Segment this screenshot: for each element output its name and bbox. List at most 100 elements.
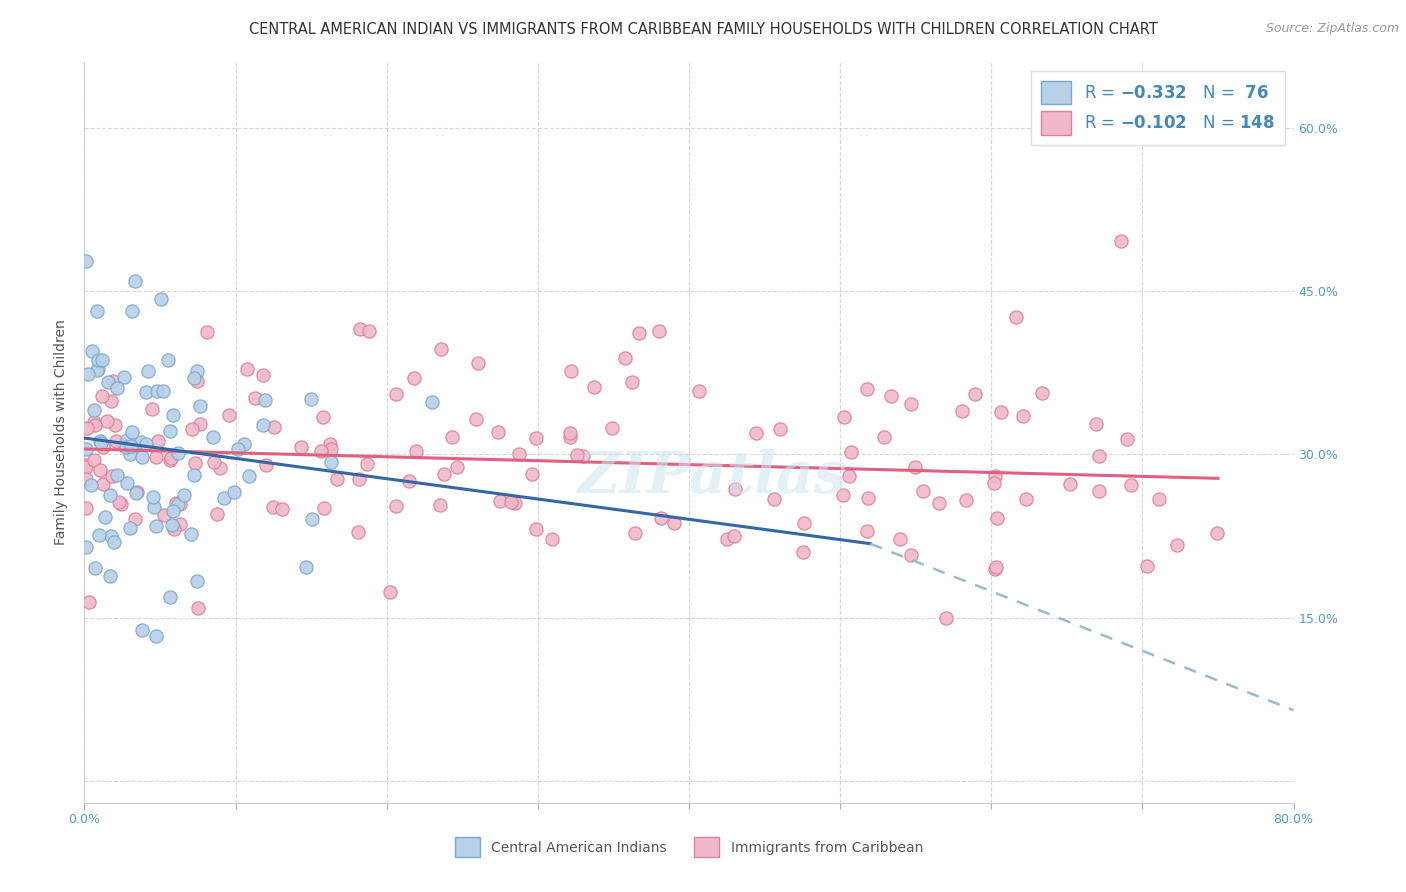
Point: [214, 491, 236, 505]
Point: [160, 518, 183, 533]
Point: [745, 425, 768, 440]
Point: [145, 518, 167, 533]
Point: [716, 533, 738, 547]
Point: [613, 351, 636, 366]
Point: [325, 472, 347, 486]
Point: [912, 484, 935, 499]
Point: [87, 528, 110, 542]
Point: [889, 533, 911, 547]
Point: [688, 384, 710, 398]
Point: [186, 574, 208, 588]
Point: [356, 458, 378, 472]
Point: [486, 425, 509, 440]
Point: [464, 412, 486, 426]
Point: [195, 325, 218, 339]
Point: [90, 352, 112, 367]
Point: [101, 468, 124, 483]
Point: [1136, 559, 1159, 574]
Point: [148, 434, 170, 449]
Point: [254, 458, 277, 472]
Legend: Central American Indians, Immigrants from Caribbean: Central American Indians, Immigrants fro…: [450, 831, 928, 863]
Point: [150, 293, 173, 307]
Point: [856, 491, 879, 505]
Point: [190, 417, 212, 431]
Point: [124, 512, 146, 526]
Point: [75, 471, 97, 485]
Point: [252, 417, 274, 432]
Point: [145, 450, 167, 464]
Point: [312, 410, 335, 425]
Point: [238, 469, 260, 483]
Point: [86, 303, 108, 318]
Point: [723, 529, 745, 543]
Point: [1147, 491, 1170, 506]
Point: [131, 450, 153, 465]
Point: [142, 490, 165, 504]
Point: [583, 380, 606, 394]
Point: [236, 361, 259, 376]
Point: [312, 500, 335, 515]
Point: [433, 467, 456, 481]
Point: [91, 440, 114, 454]
Point: [84, 560, 107, 574]
Point: [186, 374, 208, 388]
Point: [159, 590, 181, 604]
Point: [793, 516, 815, 531]
Point: [136, 364, 159, 378]
Point: [97, 375, 120, 389]
Point: [402, 371, 425, 385]
Point: [89, 434, 111, 448]
Point: [524, 431, 547, 445]
Text: ZIPatlas: ZIPatlas: [578, 449, 848, 505]
Point: [167, 497, 190, 511]
Point: [167, 445, 190, 459]
Point: [87, 362, 110, 376]
Point: [183, 468, 205, 483]
Point: [75, 254, 97, 268]
Point: [107, 495, 129, 509]
Point: [153, 508, 176, 522]
Point: [950, 404, 973, 418]
Point: [508, 447, 530, 461]
Point: [572, 449, 595, 463]
Point: [1088, 483, 1111, 498]
Point: [520, 467, 543, 481]
Point: [207, 508, 229, 522]
Point: [86, 352, 108, 367]
Point: [160, 451, 183, 466]
Point: [524, 522, 547, 536]
Point: [873, 429, 896, 443]
Point: [1088, 449, 1111, 463]
Y-axis label: Family Households with Children: Family Households with Children: [55, 319, 69, 546]
Point: [77, 595, 100, 609]
Point: [319, 442, 342, 457]
Point: [83, 453, 105, 467]
Point: [201, 430, 224, 444]
Point: [986, 510, 1008, 524]
Point: [86, 363, 108, 377]
Point: [124, 274, 146, 288]
Point: [900, 548, 922, 562]
Point: [1121, 478, 1143, 492]
Point: [984, 562, 1007, 576]
Point: [145, 629, 167, 643]
Point: [252, 368, 274, 383]
Point: [83, 403, 105, 417]
Point: [318, 437, 340, 451]
Point: [446, 460, 468, 475]
Point: [135, 384, 157, 399]
Point: [792, 545, 814, 559]
Point: [152, 384, 174, 399]
Point: [222, 485, 245, 500]
Point: [173, 488, 195, 502]
Point: [832, 409, 855, 424]
Point: [647, 324, 669, 338]
Point: [856, 524, 879, 538]
Point: [120, 521, 142, 535]
Point: [187, 601, 209, 615]
Point: [181, 422, 204, 436]
Point: [963, 387, 986, 401]
Point: [602, 421, 624, 435]
Point: [120, 447, 142, 461]
Point: [624, 525, 647, 540]
